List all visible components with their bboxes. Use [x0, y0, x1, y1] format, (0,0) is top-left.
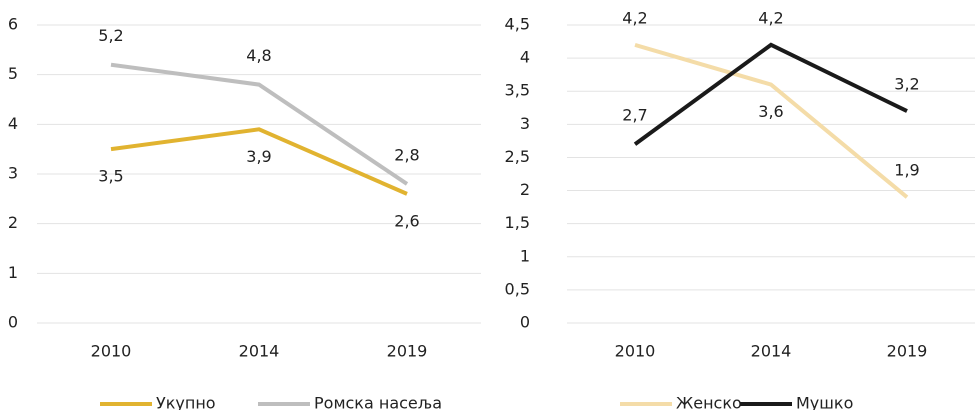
y-tick-label: 0,5	[505, 279, 530, 298]
data-label: 4,2	[622, 8, 647, 27]
y-tick-label: 3	[520, 114, 530, 133]
y-tick-label: 4,5	[505, 15, 530, 34]
x-tick-label: 2014	[239, 342, 280, 361]
x-tick-label: 2019	[887, 342, 928, 361]
y-tick-label: 2	[8, 213, 18, 232]
y-tick-label: 3,5	[505, 81, 530, 100]
legend-label: Мушко	[796, 394, 853, 410]
data-label: 2,8	[394, 145, 419, 164]
y-tick-label: 6	[8, 15, 18, 34]
data-label: 3,2	[894, 75, 919, 94]
data-label: 2,7	[622, 106, 647, 125]
data-label: 3,5	[98, 167, 123, 186]
line	[634, 42, 909, 199]
data-label: 4,8	[246, 46, 271, 65]
data-label: 2,6	[394, 211, 419, 230]
x-tick-label: 2010	[91, 342, 132, 361]
data-label: 4,2	[758, 8, 783, 27]
y-tick-label: 4	[520, 48, 530, 67]
legend-label: Укупно	[156, 394, 216, 410]
data-label: 3,9	[246, 147, 271, 166]
y-tick-label: 4	[8, 114, 18, 133]
y-tick-label: 1	[8, 263, 18, 282]
y-tick-label: 0	[520, 313, 530, 332]
line	[110, 127, 408, 196]
y-tick-label: 3	[8, 164, 18, 183]
data-label: 1,9	[894, 161, 919, 180]
y-tick-label: 1	[520, 246, 530, 265]
line	[633, 42, 908, 146]
line	[110, 62, 409, 186]
y-tick-label: 2,5	[505, 147, 530, 166]
legend-label: Женско	[676, 394, 742, 410]
data-label: 3,6	[758, 102, 783, 121]
x-tick-label: 2010	[615, 342, 656, 361]
legend-label: Ромска насеља	[314, 394, 442, 410]
y-tick-label: 5	[8, 64, 18, 83]
y-tick-label: 2	[520, 180, 530, 199]
y-tick-label: 1,5	[505, 213, 530, 232]
y-tick-label: 0	[8, 313, 18, 332]
x-tick-label: 2014	[751, 342, 792, 361]
x-tick-label: 2019	[387, 342, 428, 361]
data-label: 5,2	[98, 26, 123, 45]
